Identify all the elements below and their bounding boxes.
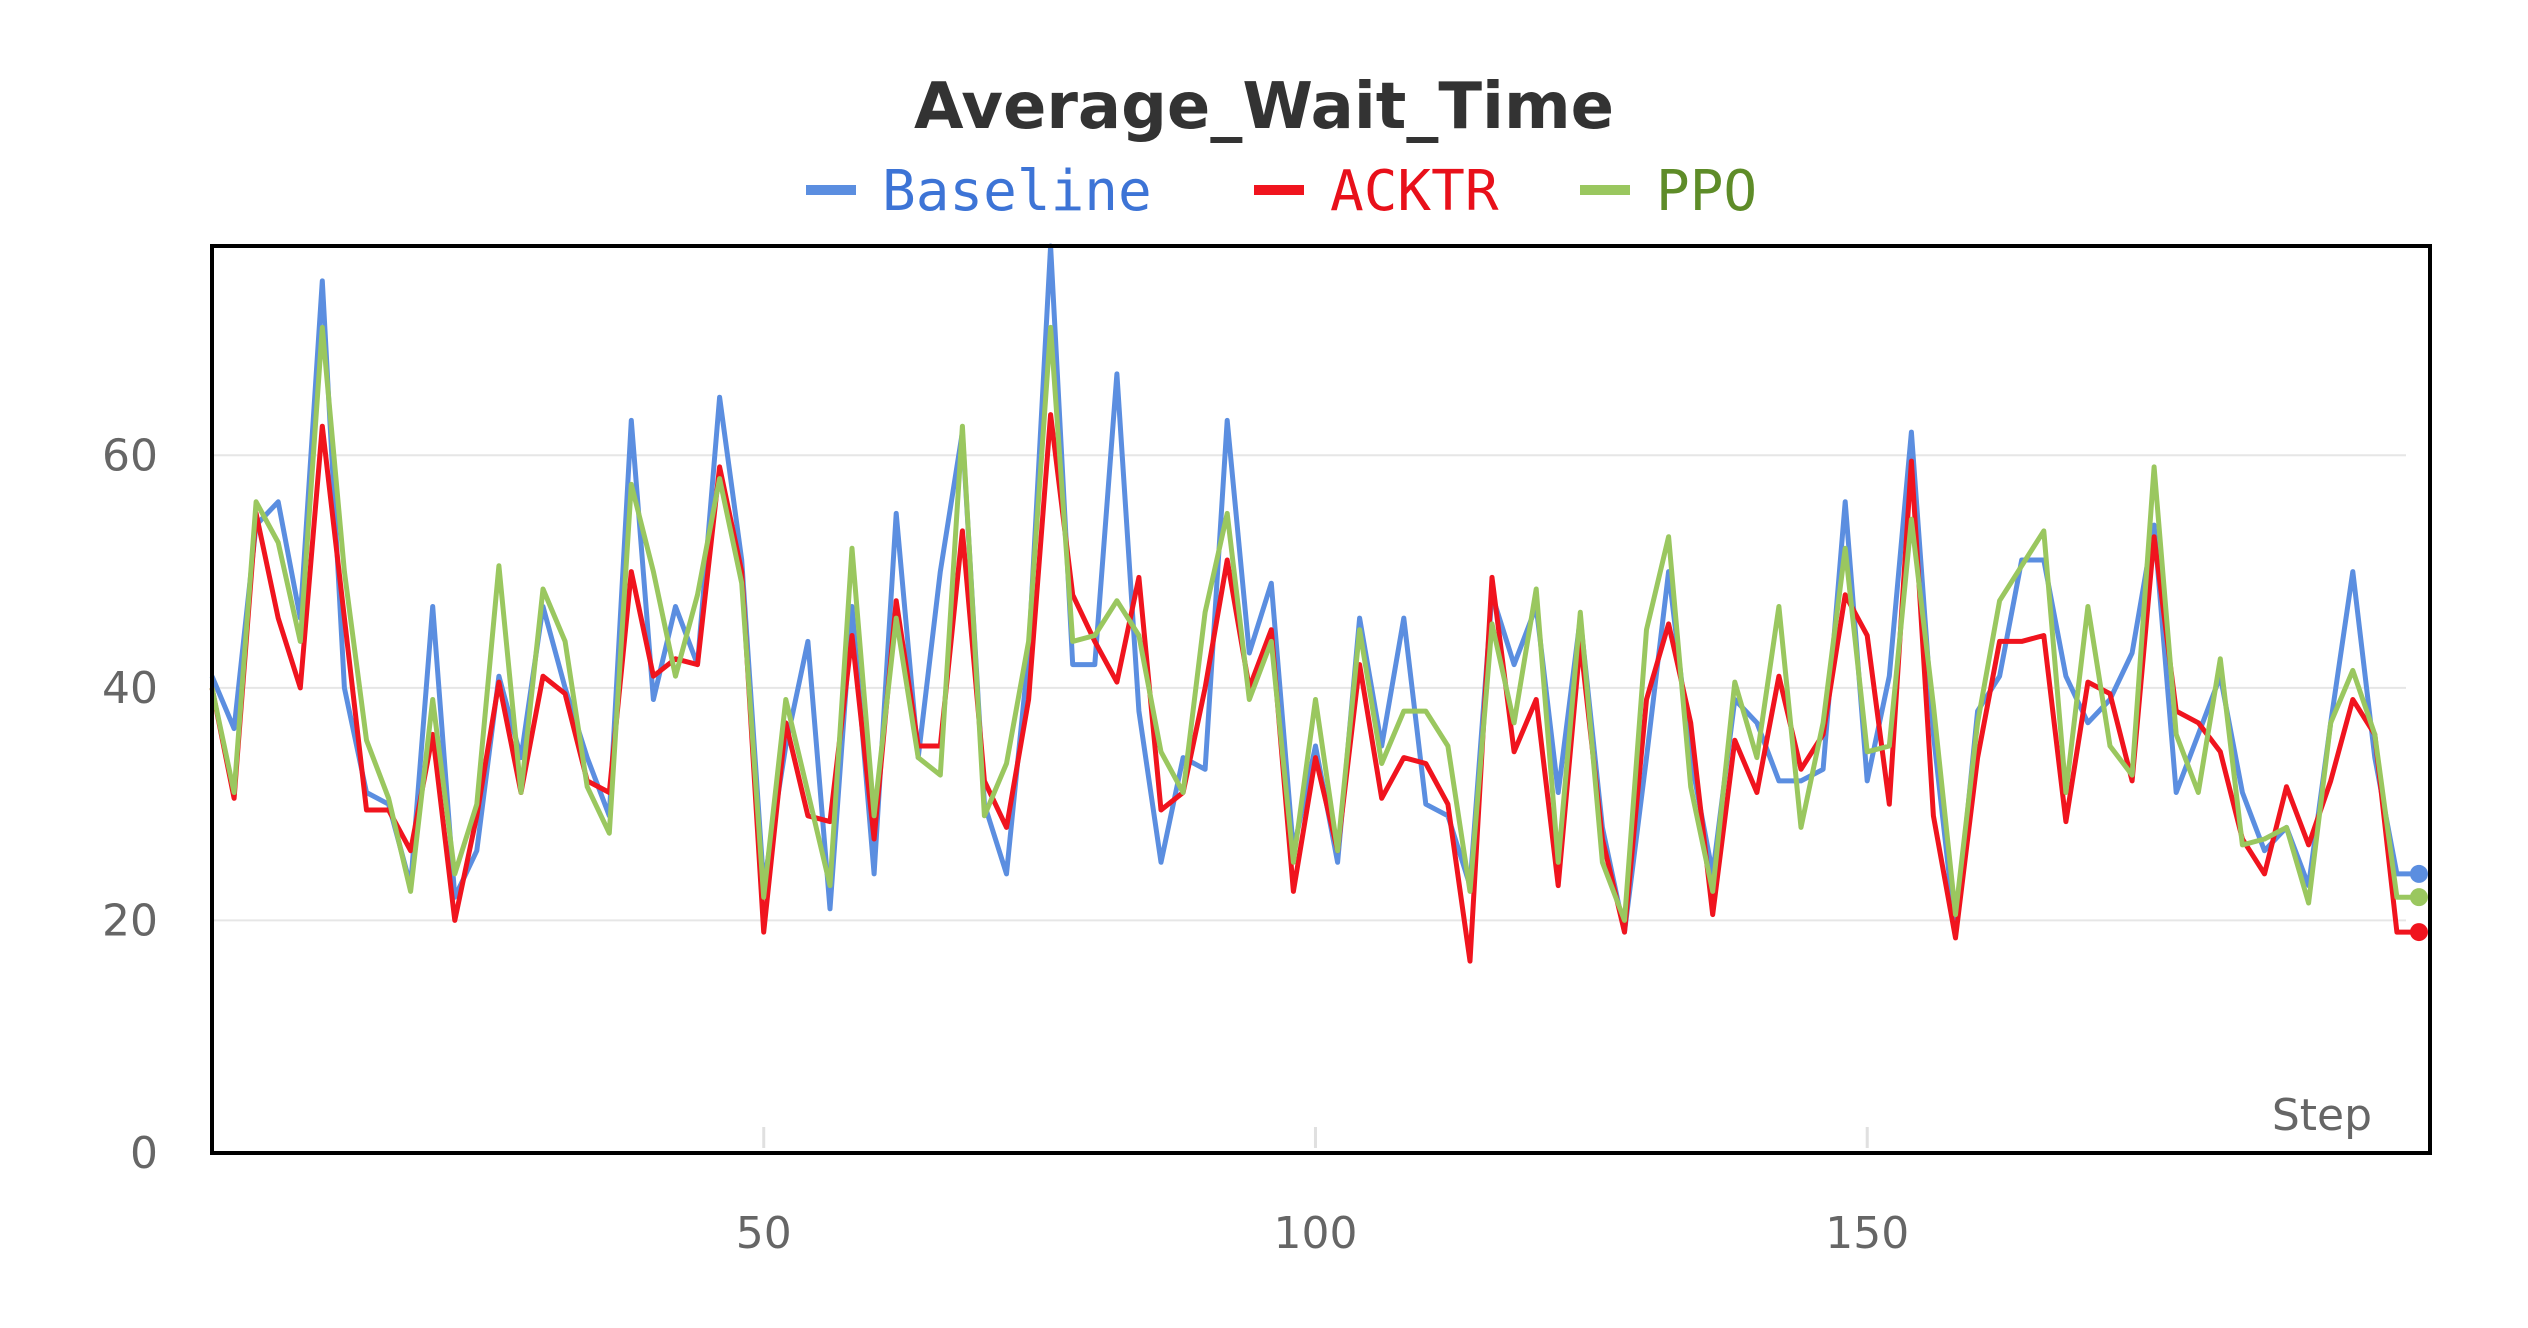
x-axis-label: Step (2272, 1090, 2372, 1141)
gridlines (212, 454, 2406, 922)
x-tick-label: 50 (736, 1208, 792, 1259)
x-tick-label: 100 (1273, 1208, 1357, 1259)
y-tick-label: 60 (102, 430, 158, 481)
y-tick-label: 40 (102, 663, 158, 714)
series-group (209, 243, 2428, 964)
legend-label: Baseline (882, 159, 1152, 224)
plot-area-frame (210, 244, 2432, 1155)
legend-entry-acktr: ACKTR (1254, 159, 1499, 224)
y-tick-label: 20 (102, 895, 158, 946)
legend: Baseline ACKTR PPO (806, 159, 1757, 224)
y-axis-ticks: 0 20 40 60 (102, 430, 158, 1179)
series-line-ppo (209, 324, 2419, 923)
legend-label: PPO (1656, 159, 1757, 224)
legend-label: ACKTR (1330, 159, 1499, 224)
chart-title: Average_Wait_Time (914, 70, 1614, 144)
legend-entry-ppo: PPO (1580, 159, 1757, 224)
series-end-point-baseline (2409, 864, 2428, 883)
x-axis-ticks: 50 100 150 (736, 1127, 1909, 1259)
x-tick-label: 150 (1825, 1208, 1909, 1259)
y-tick-label: 0 (130, 1128, 158, 1179)
series-end-point-acktr (2409, 923, 2428, 942)
legend-entry-baseline: Baseline (806, 159, 1152, 224)
series-end-point-ppo (2409, 888, 2428, 907)
